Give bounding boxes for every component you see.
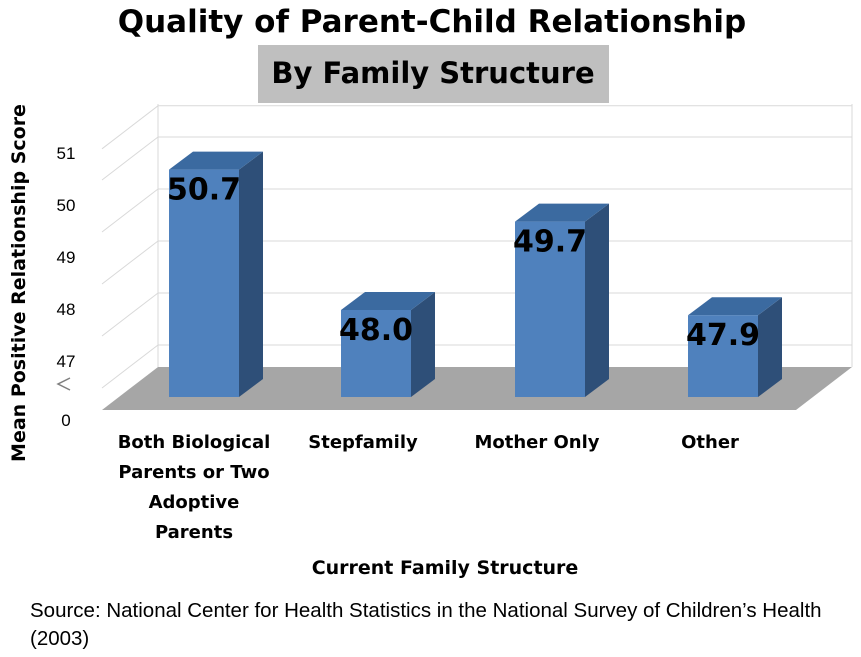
category-label: Both Biological Parents or Two Adoptive Par… bbox=[118, 432, 271, 543]
chart-subtitle: By Family Structure bbox=[271, 56, 594, 90]
y-axis-title: Mean Positive Relationship Score bbox=[8, 104, 30, 462]
data-label: 50.7 bbox=[167, 173, 241, 208]
source-note: Source: National Center for Health Stati… bbox=[30, 599, 822, 650]
gridline-depth bbox=[101, 136, 159, 181]
y-tick-zero: 0 bbox=[61, 411, 70, 430]
chart-floor bbox=[102, 367, 852, 410]
chart-back-wall bbox=[101, 104, 853, 389]
chart-title: Quality of Parent-Child Relationship bbox=[118, 4, 747, 40]
bar-side bbox=[411, 292, 435, 397]
bar-side bbox=[758, 297, 782, 397]
category-label: Other bbox=[681, 432, 739, 453]
y-tick-label: 50 bbox=[57, 196, 76, 215]
bar-group: 50.7 48.0 49.7 47.9 bbox=[167, 151, 782, 397]
y-tick-label: 47 bbox=[57, 352, 76, 371]
x-axis-title: Current Family Structure bbox=[312, 557, 579, 579]
category-label-line: Parents bbox=[155, 522, 233, 543]
axis-break-icon bbox=[56, 377, 71, 391]
gridline-depth bbox=[101, 105, 159, 150]
category-label-line: Both Biological bbox=[118, 432, 271, 453]
bar-top bbox=[169, 151, 263, 170]
y-tick-label: 51 bbox=[57, 144, 76, 163]
category-label-line: Other bbox=[681, 432, 739, 453]
bar-top bbox=[515, 203, 609, 222]
bar-side bbox=[585, 203, 609, 397]
data-label: 49.7 bbox=[513, 225, 587, 260]
category-label: Stepfamily bbox=[308, 432, 418, 453]
data-label: 48.0 bbox=[339, 313, 413, 348]
gridline-depth bbox=[101, 292, 159, 337]
bar-front bbox=[515, 221, 585, 397]
bar: 48.0 bbox=[339, 292, 435, 397]
y-tick-label: 48 bbox=[57, 300, 76, 319]
y-tick-group: 51 50 49 48 47 bbox=[57, 144, 76, 371]
category-label-line: Stepfamily bbox=[308, 432, 418, 453]
y-tick-label: 49 bbox=[57, 248, 76, 267]
bar-side bbox=[239, 151, 263, 397]
subtitle-box bbox=[258, 45, 609, 103]
category-label-line: Mother Only bbox=[474, 432, 599, 453]
bar: 49.7 bbox=[513, 203, 609, 397]
gridline-depth bbox=[101, 240, 159, 285]
category-label-group: Both Biological Parents or Two Adoptive Par… bbox=[118, 432, 739, 543]
bar: 50.7 bbox=[167, 151, 263, 397]
gridline-depth bbox=[101, 344, 159, 389]
data-label: 47.9 bbox=[686, 318, 760, 353]
category-label: Mother Only bbox=[474, 432, 599, 453]
gridline-depth bbox=[101, 188, 159, 233]
bar-top bbox=[341, 292, 435, 310]
bar-front bbox=[688, 315, 758, 397]
bar: 47.9 bbox=[686, 297, 782, 397]
chart: Quality of Parent-Child Relationship By … bbox=[8, 4, 853, 579]
bar-top bbox=[688, 297, 782, 316]
bar-front bbox=[341, 310, 411, 397]
category-label-line: Adoptive bbox=[149, 492, 240, 513]
bar-front bbox=[169, 169, 239, 397]
category-label-line: Parents or Two bbox=[118, 462, 269, 483]
